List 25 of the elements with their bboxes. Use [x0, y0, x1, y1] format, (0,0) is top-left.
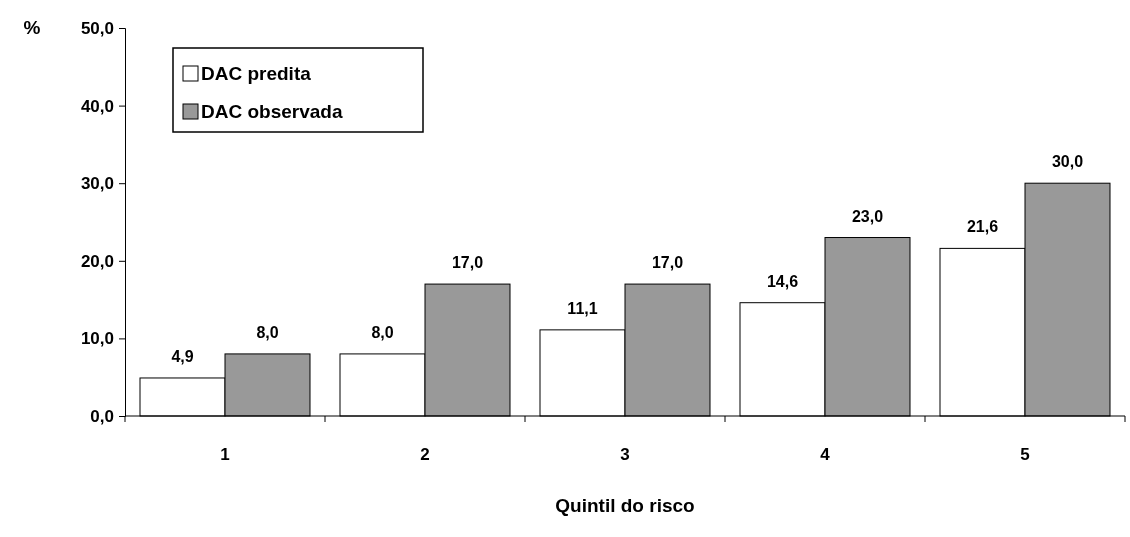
data-label: 11,1: [567, 299, 598, 317]
y-tick-label: 50,0: [80, 18, 114, 38]
data-label: 14,6: [766, 272, 799, 290]
data-label: 4,9: [171, 347, 194, 365]
y-tick-label: 20,0: [80, 251, 114, 271]
x-tick-label: 5: [1020, 445, 1030, 464]
data-label: 21,6: [966, 218, 999, 236]
legend-label: DAC observada: [201, 101, 343, 122]
data-label: 23,0: [851, 207, 884, 225]
data-label: 17,0: [651, 254, 684, 272]
y-tick-label: 0,0: [90, 406, 114, 426]
data-label: 30,0: [1051, 153, 1084, 171]
x-tick-label: 1: [220, 445, 230, 464]
x-tick-label: 2: [420, 445, 430, 464]
data-label: 8,0: [256, 323, 279, 341]
y-tick-label: 40,0: [80, 96, 114, 116]
data-label: 17,0: [451, 254, 484, 272]
legend-label: DAC predita: [201, 63, 312, 84]
y-axis-title: %: [23, 17, 41, 38]
data-label: 8,0: [371, 323, 394, 341]
x-tick-label: 4: [820, 445, 831, 464]
x-tick-label: 3: [620, 445, 630, 464]
y-tick-label: 10,0: [80, 329, 114, 349]
x-axis-title: Quintil do risco: [555, 495, 695, 516]
y-tick-label: 30,0: [80, 174, 114, 194]
